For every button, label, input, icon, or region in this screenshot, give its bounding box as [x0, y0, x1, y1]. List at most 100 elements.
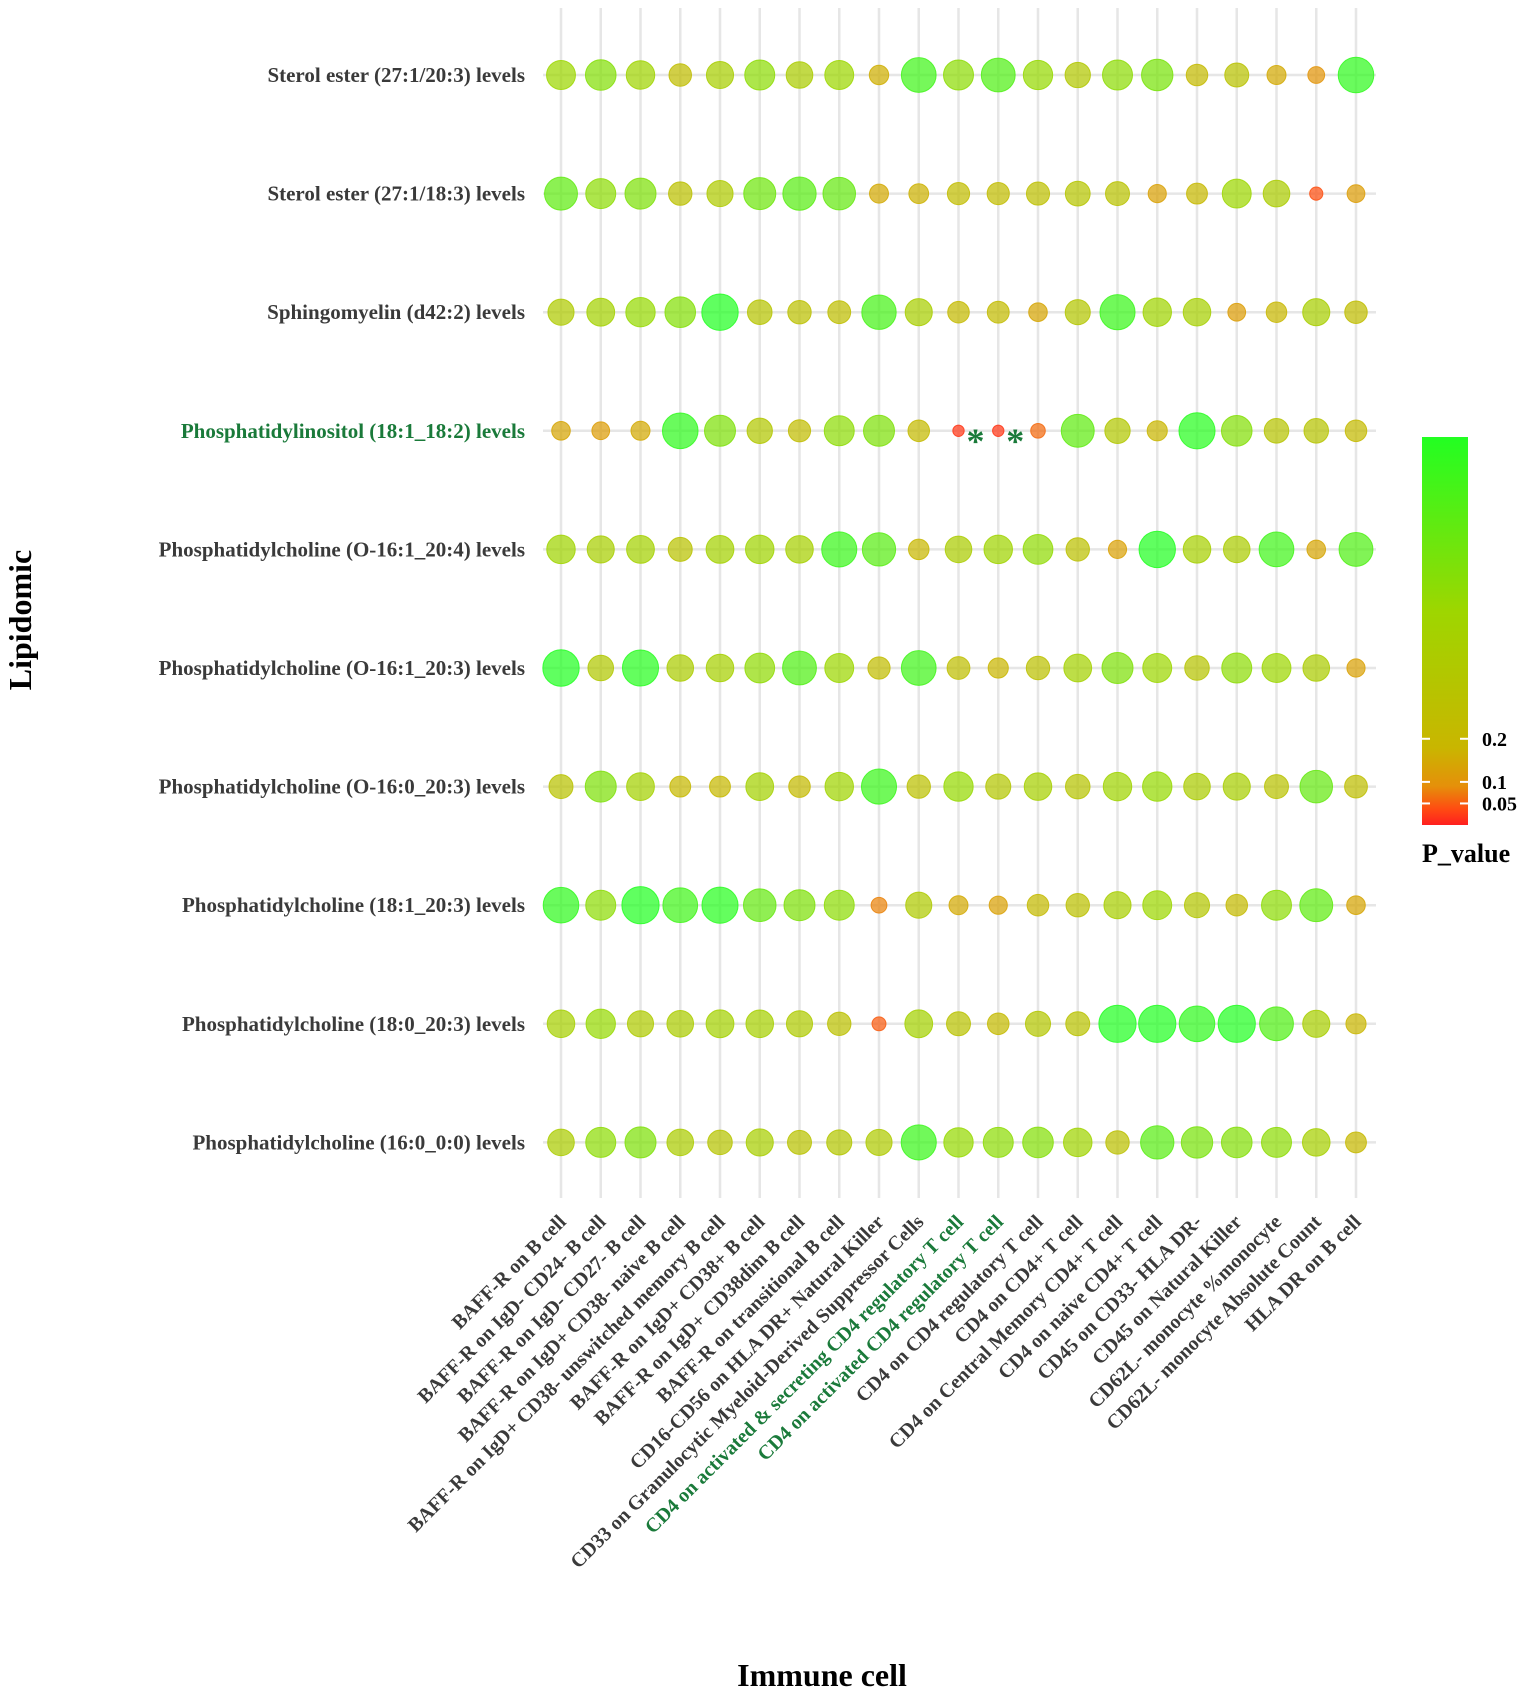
bubble-point: [625, 60, 656, 90]
bubble-point: [744, 652, 776, 684]
bubble-point: [1261, 653, 1292, 683]
bubble-point: [701, 886, 739, 924]
bubble-point: [1261, 889, 1292, 921]
bubble-point: [705, 653, 735, 683]
bubble-point: [586, 297, 616, 327]
bubble-point: [745, 1128, 774, 1157]
bubble-point: [870, 896, 888, 914]
bubble-point: [744, 59, 776, 91]
bubble-point: [701, 293, 739, 331]
bubble-point: [983, 534, 1013, 565]
bubble-point: [982, 1126, 1014, 1158]
bubble-point: [861, 532, 897, 567]
bubble-point: [548, 774, 574, 800]
bubble-point: [871, 1016, 887, 1032]
bubble-point: [745, 772, 775, 801]
bubble-point: [943, 59, 974, 91]
bubble-point: [824, 60, 855, 90]
bubble-point: [1060, 413, 1095, 448]
bubble-point: [1099, 294, 1136, 331]
bubble-point: [1022, 534, 1054, 565]
bubble-point: [822, 176, 857, 211]
y-axis-labels: Sterol ester (27:1/20:3) levels Sterol es…: [159, 63, 525, 1154]
bubble-point: [904, 298, 933, 327]
bubble-point: [625, 297, 656, 328]
bubble-point: [705, 1009, 735, 1039]
bubble-point: [666, 1010, 695, 1038]
bubble-point: [591, 421, 611, 441]
bubble-point: [785, 1010, 814, 1038]
bubble-point: [986, 300, 1010, 324]
bubble-point: [946, 656, 971, 680]
y-tick-label: Phosphatidylcholine (O-16:1_20:4) levels: [159, 537, 525, 561]
legend-tick-label: 0.05: [1482, 793, 1517, 815]
bubble-point: [544, 176, 578, 211]
bubble-point: [1183, 892, 1211, 919]
legend-tick-label: 0.2: [1482, 729, 1507, 751]
bubble-point: [669, 775, 692, 798]
bubble-point: [546, 1009, 576, 1039]
bubble-point: [1025, 181, 1051, 206]
bubble-point: [1065, 1011, 1091, 1037]
bubble-point: [986, 182, 1010, 206]
bubble-point: [742, 888, 777, 922]
color-legend: 0.2 0.10.05 P_value: [1422, 437, 1517, 868]
bubble-point: [587, 654, 615, 682]
bubble-point: [827, 300, 852, 325]
bubble-point: [1220, 1126, 1253, 1159]
bubble-point: [1184, 655, 1210, 681]
bubble-point: [1142, 653, 1173, 683]
bubble-point: [1299, 888, 1334, 923]
bubble-point: [1026, 893, 1050, 917]
bubble-point: [947, 300, 970, 324]
bubble-point: [907, 419, 931, 443]
bubble-point: [1306, 539, 1327, 560]
bubble-point: [585, 178, 617, 210]
significance-star: *: [1006, 421, 1024, 461]
bubble-point: [624, 1126, 657, 1159]
bubble-point: [1102, 59, 1133, 91]
bubble-point: [1217, 1004, 1256, 1043]
bubble-point: [1266, 65, 1287, 85]
bubble-point: [823, 889, 855, 921]
y-tick-label: Sterol ester (27:1/18:3) levels: [267, 182, 525, 206]
bubble-point: [668, 63, 692, 87]
bubble-point: [900, 650, 937, 686]
bubble-point: [745, 1009, 775, 1039]
bubble-point: [785, 61, 814, 89]
bubble-point: [746, 299, 773, 325]
bubble-point: [1344, 300, 1368, 324]
bubble-point: [1178, 412, 1216, 450]
bubble-point: [986, 1012, 1010, 1036]
bubble-point: [1182, 297, 1212, 327]
bubble-point: [944, 535, 973, 564]
bubble-point: [824, 771, 854, 802]
y-tick-label: Phosphatidylinositol (18:1_18:2) levels: [181, 419, 525, 443]
bubble-point: [546, 60, 576, 90]
bubble-point: [1224, 62, 1250, 88]
x-axis-title: Immune cell: [737, 1657, 907, 1693]
bubble-point: [785, 535, 814, 564]
bubble-point: [707, 1129, 733, 1156]
bubble-point: [1065, 893, 1090, 918]
bubble-point: [906, 774, 931, 799]
bubble-point: [788, 775, 811, 798]
bubble-point: [626, 1010, 655, 1038]
bubble-point: [1064, 773, 1091, 800]
bubble-point: [1064, 299, 1091, 326]
bubble-point: [946, 1011, 971, 1037]
bubble-point: [666, 654, 695, 682]
bubble-point: [1098, 1004, 1137, 1043]
bubble-point: [542, 649, 580, 687]
bubble-point: [1303, 418, 1330, 444]
bubble-point: [743, 177, 777, 211]
bubble-point: [783, 889, 816, 922]
y-tick-label: Phosphatidylcholine (18:0_20:3) levels: [182, 1012, 525, 1036]
bubble-point: [823, 415, 855, 447]
bubble-point: [952, 424, 965, 437]
y-tick-label: Phosphatidylcholine (18:1_20:3) levels: [182, 893, 525, 917]
bubble-point: [1185, 63, 1209, 87]
bubble-point: [900, 1124, 937, 1161]
bubble-point: [1028, 302, 1048, 323]
significance-star: *: [967, 421, 985, 461]
